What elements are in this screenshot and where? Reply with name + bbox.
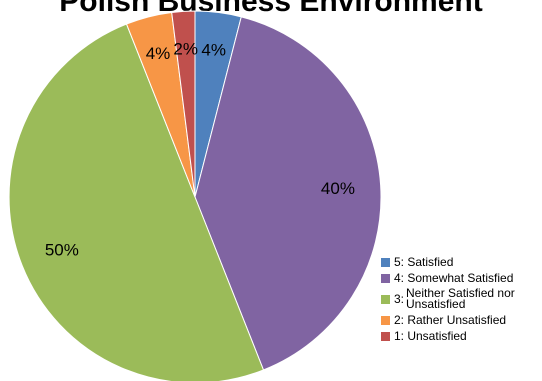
legend-item-neither: 3: Neither Satisfied nor Unsatisfied <box>381 286 516 311</box>
data-label: 50% <box>45 241 79 260</box>
legend: 5: Satisfied 4: Somewhat Satisfied 3: Ne… <box>381 256 516 346</box>
legend-item-unsatisfied: 1: Unsatisfied <box>381 330 516 342</box>
legend-label: 5: Satisfied <box>394 255 454 269</box>
legend-label: 4: Somewhat Satisfied <box>394 271 514 285</box>
pie-slice <box>194 16 382 371</box>
legend-label: 2: Rather Unsatisfied <box>394 313 507 327</box>
legend-label: 1: Unsatisfied <box>394 329 467 343</box>
pie-slice <box>8 23 265 381</box>
legend-swatch <box>381 273 390 283</box>
legend-swatch <box>381 331 390 341</box>
pie-slice <box>171 10 196 198</box>
data-label: 4% <box>201 40 226 59</box>
legend-item-somewhat-satisfied: 4: Somewhat Satisfied <box>381 272 516 284</box>
legend-label: Neither Satisfied nor Unsatisfied <box>406 286 515 311</box>
data-label: 40% <box>321 179 355 198</box>
legend-item-satisfied: 5: Satisfied <box>381 256 516 268</box>
legend-swatch <box>381 257 390 267</box>
legend-swatch <box>381 315 390 325</box>
legend-swatch <box>381 294 390 304</box>
legend-item-rather-unsatisfied: 2: Rather Unsatisfied <box>381 314 516 326</box>
data-label: 2% <box>173 39 198 58</box>
legend-label-prefix: 3: <box>394 292 405 306</box>
data-label: 4% <box>146 44 171 63</box>
